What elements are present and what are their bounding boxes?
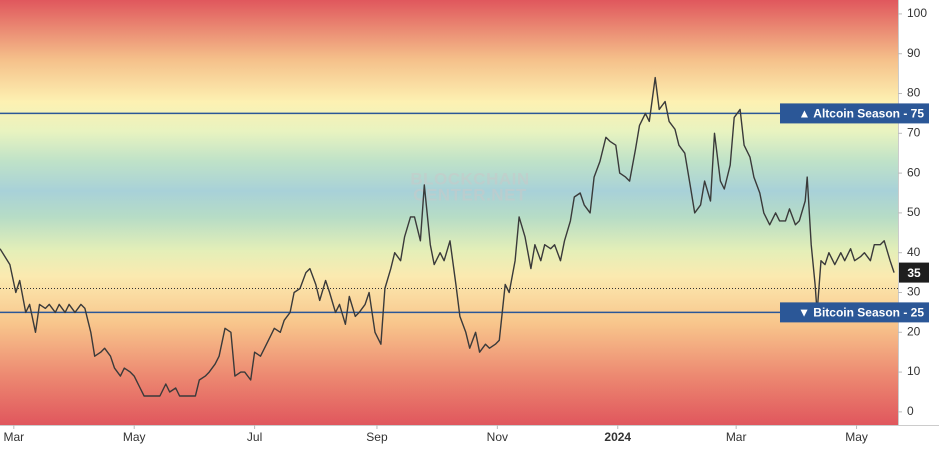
annotation-label: ▲ Altcoin Season - 75	[799, 107, 925, 121]
x-tick-label: May	[845, 430, 868, 444]
y-tick-label: 70	[907, 125, 921, 139]
y-tick-label: 80	[907, 86, 921, 100]
last-value-box	[899, 262, 929, 283]
y-tick-label: 20	[907, 324, 921, 338]
plot-background	[0, 0, 898, 425]
watermark: CENTER.NET	[413, 185, 527, 204]
x-tick-label: Sep	[366, 430, 388, 444]
annotation-box	[780, 302, 929, 323]
y-tick-label: 40	[907, 245, 921, 259]
annotation-label: ▼ Bitcoin Season - 25	[798, 306, 924, 320]
y-tick-label: 0	[907, 404, 914, 418]
y-tick-label: 30	[907, 285, 921, 299]
x-tick-label: Nov	[487, 430, 508, 444]
x-tick-label: Mar	[3, 430, 24, 444]
y-tick-label: 90	[907, 46, 921, 60]
watermark: BLOCKCHAIN	[410, 169, 529, 188]
last-value-label: 35	[907, 266, 921, 280]
index-line	[0, 76, 895, 397]
annotation-box	[780, 103, 929, 124]
x-tick-label: Mar	[726, 430, 747, 444]
x-tick-label: May	[123, 430, 146, 444]
y-tick-label: 100	[907, 6, 927, 20]
y-tick-label: 10	[907, 364, 921, 378]
x-tick-label: Jul	[247, 430, 262, 444]
x-tick-label: 2024	[604, 430, 631, 444]
y-tick-label: 50	[907, 205, 921, 219]
y-tick-label: 60	[907, 165, 921, 179]
